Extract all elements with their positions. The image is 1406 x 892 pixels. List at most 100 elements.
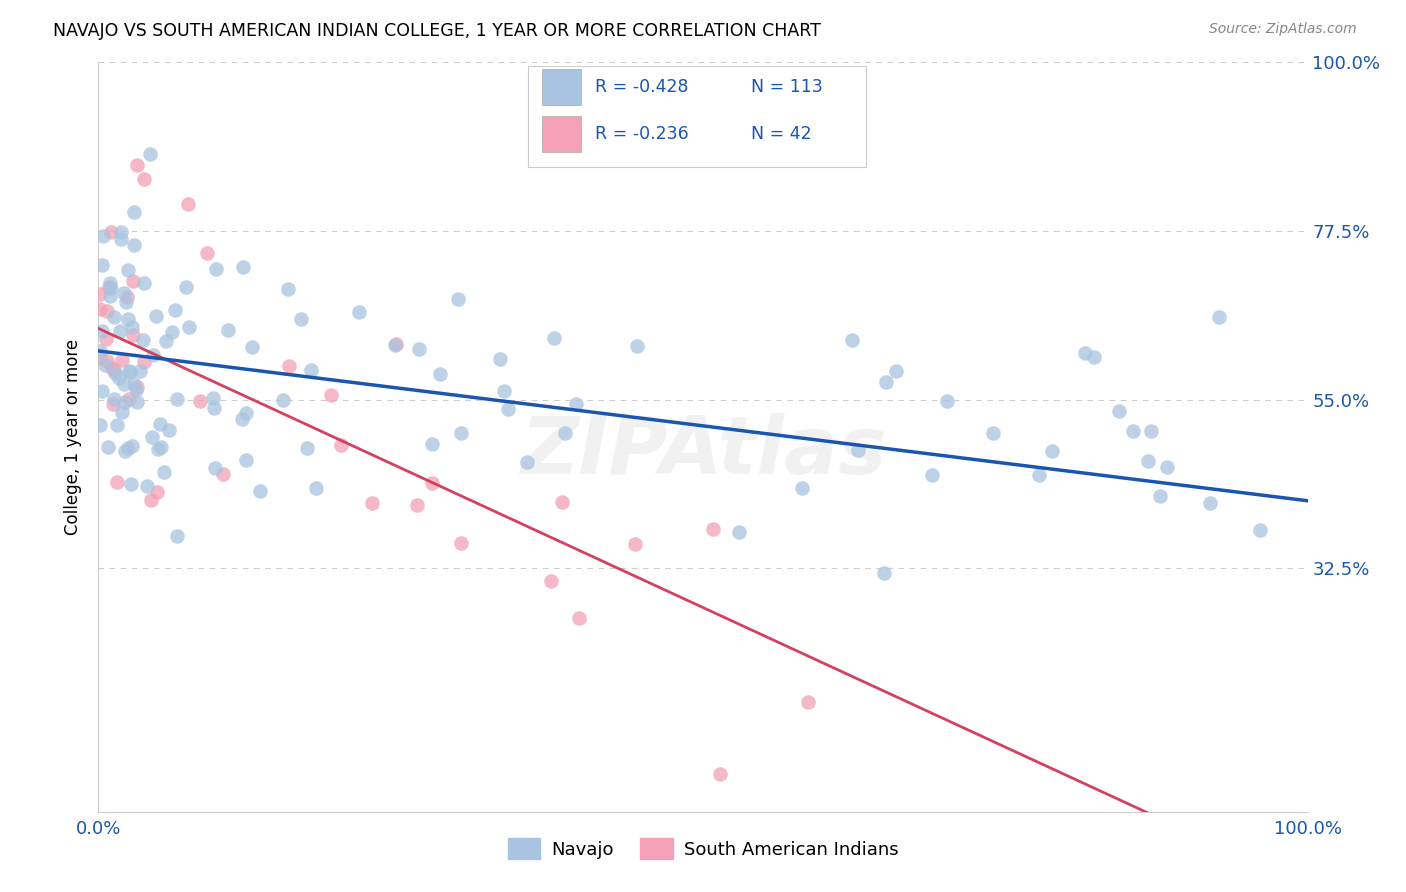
Point — [166, 529, 188, 543]
Point — [105, 475, 128, 489]
Point — [1074, 346, 1097, 360]
Point — [384, 337, 406, 351]
Point — [290, 312, 312, 326]
Point — [121, 328, 143, 343]
Point — [797, 695, 820, 709]
Point — [420, 436, 443, 450]
Point — [89, 417, 111, 432]
Point — [89, 302, 111, 317]
Point — [98, 288, 121, 302]
Point — [492, 384, 515, 399]
Point — [921, 468, 943, 483]
Point — [516, 455, 538, 469]
Point — [125, 384, 148, 398]
Point — [127, 380, 149, 394]
Point — [122, 376, 145, 391]
Point — [96, 303, 118, 318]
Point — [447, 292, 470, 306]
Point — [177, 196, 200, 211]
Point — [450, 425, 472, 440]
Text: ZIPAtlas: ZIPAtlas — [520, 413, 886, 491]
Point — [565, 397, 588, 411]
Point — [115, 295, 138, 310]
Point — [321, 388, 343, 402]
Point — [1149, 489, 1171, 503]
Point — [89, 343, 111, 358]
Point — [111, 353, 134, 368]
Point — [543, 331, 565, 345]
Point — [132, 333, 155, 347]
Point — [1199, 495, 1222, 509]
Point — [235, 406, 257, 420]
Point — [120, 477, 142, 491]
Point — [122, 205, 145, 219]
Point — [329, 438, 352, 452]
Point — [305, 481, 328, 495]
Point — [142, 348, 165, 362]
Point — [152, 465, 174, 479]
Point — [1108, 404, 1130, 418]
Point — [145, 310, 167, 324]
Text: NAVAJO VS SOUTH AMERICAN INDIAN COLLEGE, 1 YEAR OR MORE CORRELATION CHART: NAVAJO VS SOUTH AMERICAN INDIAN COLLEGE,… — [53, 22, 821, 40]
Point — [118, 365, 141, 379]
Point — [231, 412, 253, 426]
Point — [117, 262, 139, 277]
Point — [271, 392, 294, 407]
Point — [176, 280, 198, 294]
Point — [297, 441, 319, 455]
Point — [1083, 350, 1105, 364]
Point — [117, 311, 139, 326]
FancyBboxPatch shape — [527, 66, 866, 168]
Point — [112, 376, 135, 391]
Point — [155, 334, 177, 349]
Point — [121, 319, 143, 334]
Point — [429, 367, 451, 381]
Point — [136, 479, 159, 493]
Point — [205, 262, 228, 277]
Point — [132, 172, 155, 186]
Point — [450, 536, 472, 550]
Point — [936, 394, 959, 409]
Point — [91, 228, 114, 243]
Point — [103, 310, 125, 324]
Bar — [543, 116, 581, 153]
Y-axis label: College, 1 year or more: College, 1 year or more — [63, 339, 82, 535]
Point — [554, 425, 576, 440]
Point — [122, 274, 145, 288]
Point — [361, 495, 384, 509]
Point — [702, 523, 724, 537]
Point — [550, 494, 572, 508]
Point — [1040, 444, 1063, 458]
Point — [568, 611, 591, 625]
Point — [110, 225, 132, 239]
Point — [1136, 454, 1159, 468]
Point — [90, 384, 112, 398]
Point — [149, 417, 172, 431]
Point — [114, 394, 136, 409]
Point — [94, 358, 117, 372]
Point — [190, 393, 212, 408]
Bar — [543, 69, 581, 104]
Point — [114, 444, 136, 458]
Point — [204, 460, 226, 475]
Point — [98, 280, 121, 294]
Point — [195, 245, 218, 260]
Point — [115, 290, 138, 304]
Point — [125, 394, 148, 409]
Text: N = 42: N = 42 — [751, 125, 813, 144]
Point — [384, 337, 406, 351]
Point — [108, 370, 131, 384]
Point — [117, 442, 139, 456]
Point — [110, 405, 132, 419]
Point — [160, 325, 183, 339]
Point — [125, 158, 148, 172]
Point — [118, 363, 141, 377]
Point — [1249, 523, 1271, 537]
Point — [626, 339, 648, 353]
Point — [240, 339, 263, 353]
Point — [105, 418, 128, 433]
Point — [624, 537, 647, 551]
Point — [846, 442, 869, 457]
Point — [709, 767, 731, 781]
Point — [110, 232, 132, 246]
